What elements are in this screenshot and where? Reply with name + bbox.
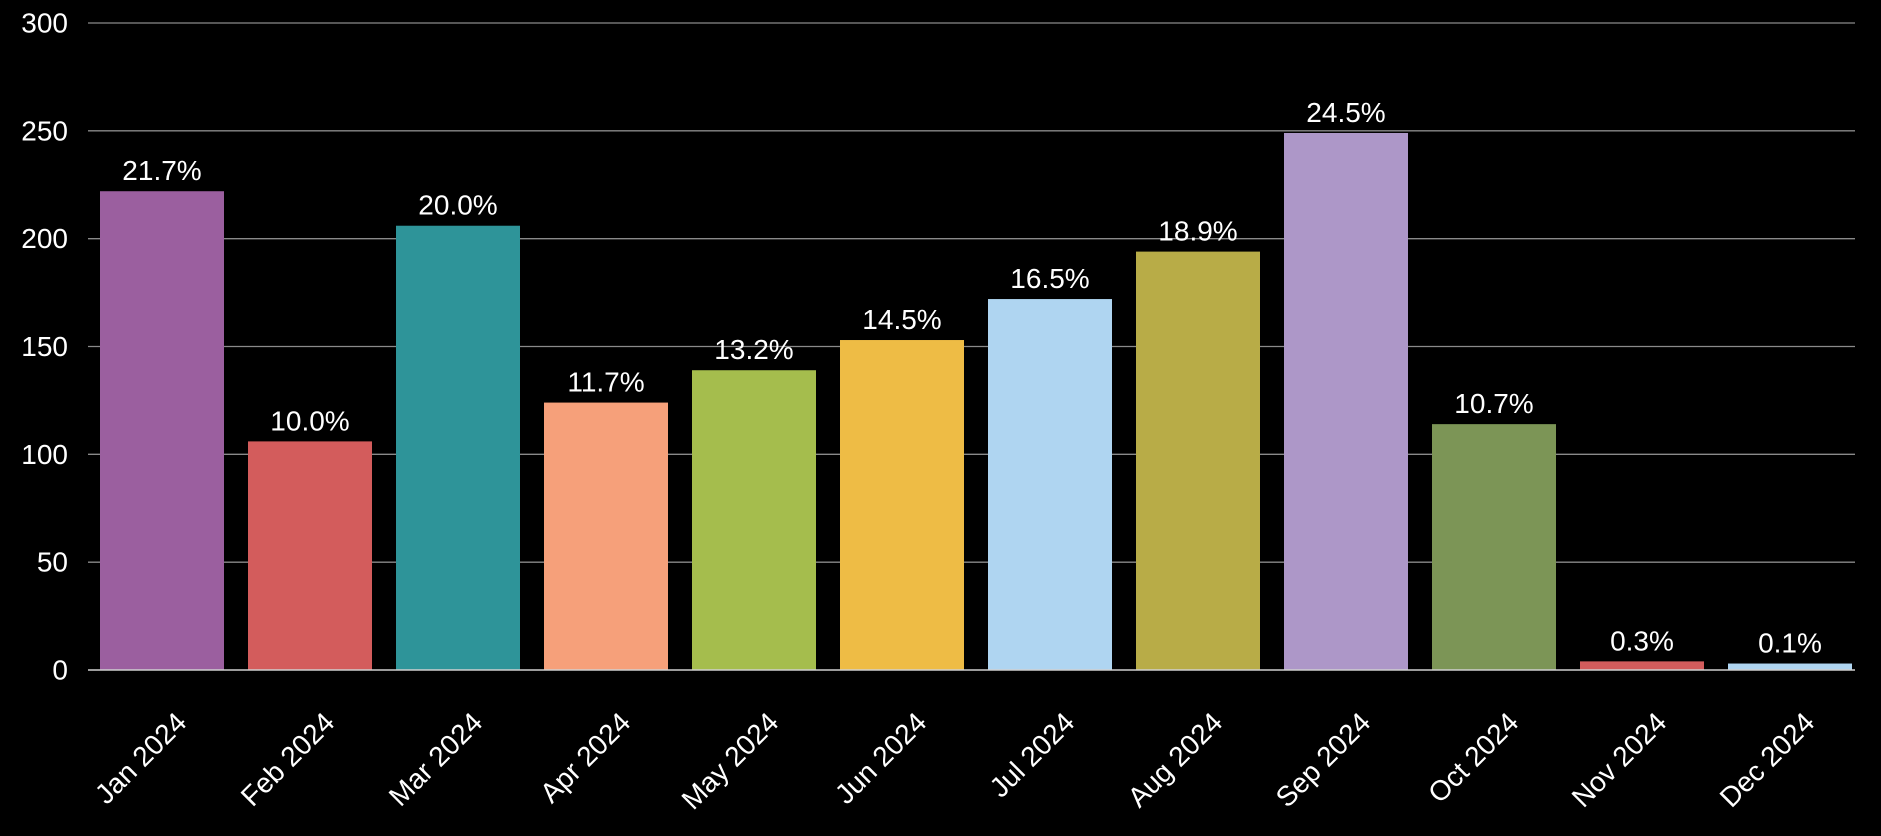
bar (1580, 661, 1704, 670)
x-tick-label: Nov 2024 (1566, 706, 1673, 813)
bar (988, 299, 1112, 670)
x-axis: Jan 2024 Feb 2024 Mar 2024 Apr 2024 May 2024… (88, 669, 1855, 815)
y-axis: 0 50 100 150 200 250 300 (21, 8, 68, 686)
x-tick-label: Aug 2024 (1122, 706, 1229, 813)
bar (692, 370, 816, 670)
y-tick-label: 250 (21, 115, 68, 146)
data-label: 16.5% (1010, 263, 1089, 294)
x-tick-label: Sep 2024 (1270, 706, 1377, 813)
y-tick-label: 50 (37, 547, 68, 578)
bar (248, 441, 372, 670)
data-label: 24.5% (1306, 97, 1385, 128)
data-label: 18.9% (1158, 216, 1237, 247)
y-tick-label: 100 (21, 439, 68, 470)
y-tick-label: 0 (52, 655, 68, 686)
bar (1136, 251, 1260, 670)
data-label: 20.0% (418, 190, 497, 221)
bar (544, 402, 668, 670)
data-label: 13.2% (714, 334, 793, 365)
x-tick-label: Jun 2024 (829, 706, 932, 809)
data-label: 0.3% (1610, 625, 1674, 656)
x-tick-label: Feb 2024 (235, 706, 341, 812)
data-label: 14.5% (862, 304, 941, 335)
data-labels: 21.7% 10.0% 20.0% 11.7% 13.2% 14.5% 16.5% 18.9%… (122, 97, 1822, 659)
x-tick-label: May 2024 (676, 706, 785, 815)
bar (840, 340, 964, 670)
y-tick-label: 300 (21, 8, 68, 39)
data-label: 10.0% (270, 405, 349, 436)
data-label: 11.7% (567, 367, 644, 398)
data-label: 21.7% (122, 155, 201, 186)
bars (100, 132, 1852, 671)
y-tick-label: 150 (21, 331, 68, 362)
bar (1728, 663, 1852, 670)
bar (100, 191, 224, 670)
data-label: 10.7% (1454, 388, 1533, 419)
x-tick-label: Mar 2024 (383, 706, 489, 812)
bar (1284, 132, 1408, 671)
bar (1432, 424, 1556, 670)
x-tick-label: Jan 2024 (89, 706, 192, 809)
y-tick-label: 200 (21, 223, 68, 254)
grid-lines (88, 22, 1855, 563)
x-tick-label: Apr 2024 (534, 706, 636, 808)
data-label: 0.1% (1758, 628, 1822, 659)
x-tick-label: Jul 2024 (984, 706, 1081, 803)
bar (396, 225, 520, 670)
x-tick-label: Dec 2024 (1714, 706, 1821, 813)
x-tick-label: Oct 2024 (1422, 706, 1524, 808)
